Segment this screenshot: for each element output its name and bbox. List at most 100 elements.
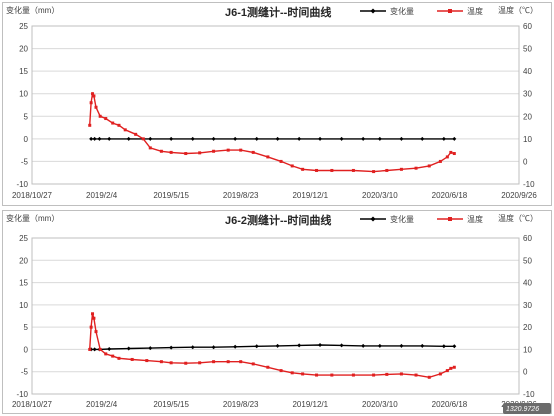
data-point-temperature — [351, 373, 355, 377]
plot-area — [31, 237, 520, 395]
data-point-displacement — [190, 136, 195, 141]
y-tick-label: 15 — [19, 279, 28, 288]
data-point-displacement — [169, 136, 174, 141]
data-point-displacement — [361, 343, 366, 348]
data-point-temperature — [89, 101, 93, 105]
legend-marker-displacement — [370, 216, 376, 222]
data-point-displacement — [126, 136, 131, 141]
x-tick-label: 2020/3/10 — [362, 191, 398, 200]
data-point-temperature — [266, 365, 270, 369]
x-tick-label: 2019/2/4 — [86, 191, 118, 200]
data-point-temperature — [330, 168, 334, 172]
panel-frame — [2, 2, 552, 206]
data-point-displacement — [92, 136, 97, 141]
y2-tick-label: -10 — [523, 180, 535, 189]
y-tick-label: 0 — [24, 345, 29, 354]
data-point-temperature — [159, 149, 163, 153]
data-point-temperature — [279, 159, 283, 163]
data-point-displacement — [441, 136, 446, 141]
x-tick-label: 2018/10/27 — [12, 400, 53, 409]
data-point-temperature — [239, 360, 243, 364]
data-point-temperature — [385, 168, 389, 172]
data-point-temperature — [301, 372, 305, 376]
data-point-temperature — [169, 150, 173, 154]
y-tick-label: 20 — [19, 45, 28, 54]
legend-entry-temperature: 温度 — [437, 214, 483, 224]
data-point-temperature — [279, 369, 283, 373]
data-point-temperature — [239, 148, 243, 152]
data-point-displacement — [254, 344, 259, 349]
data-point-displacement — [148, 346, 153, 351]
x-tick-label: 2020/6/18 — [432, 191, 468, 200]
legend-label-temperature: 温度 — [467, 214, 483, 224]
x-tick-labels: 2018/10/27 2019/2/4 2019/5/15 2019/8/23 2019… — [12, 191, 537, 200]
legend-entry-displacement: 变化量 — [360, 6, 414, 16]
data-point-displacement — [275, 343, 280, 348]
chart-panel-j6-2: -10 -5 0 5 10 15 20 25 -10 0 10 20 30 40 50 60 2018/10… — [2, 210, 552, 414]
data-point-temperature — [372, 373, 376, 377]
data-point-displacement — [318, 136, 323, 141]
data-point-temperature — [452, 152, 456, 156]
x-tick-label: 2018/10/27 — [12, 191, 53, 200]
data-point-displacement — [339, 343, 344, 348]
data-point-displacement — [361, 136, 366, 141]
data-point-temperature — [184, 152, 188, 156]
y2-tick-label: 10 — [523, 345, 532, 354]
data-point-temperature — [92, 94, 96, 98]
data-point-temperature — [414, 373, 418, 377]
data-point-temperature — [212, 360, 216, 364]
data-point-temperature — [301, 167, 305, 171]
y2-tick-label: -10 — [523, 390, 535, 399]
data-point-temperature — [130, 357, 134, 361]
data-point-displacement — [420, 136, 425, 141]
data-point-temperature — [226, 148, 230, 152]
chart-title: J6-2测缝计--时间曲线 — [225, 213, 331, 227]
data-point-temperature — [111, 354, 115, 358]
x-tick-label: 2019/2/4 — [86, 400, 118, 409]
y-tick-label: -10 — [16, 180, 28, 189]
data-point-displacement — [233, 344, 238, 349]
chart-panel-j6-1: -10 -5 0 5 10 15 20 25 -10 0 10 20 30 40 50 60 2018/10… — [2, 2, 552, 206]
y2-tick-label: 30 — [523, 301, 532, 310]
data-point-temperature — [399, 372, 403, 376]
watermark-background — [503, 403, 551, 414]
left-axis-unit: 变化量（mm） — [6, 5, 59, 15]
y-tick-labels: -10 -5 0 5 10 15 20 25 — [16, 22, 28, 189]
series-lines — [88, 91, 457, 174]
data-point-displacement — [107, 136, 112, 141]
data-point-temperature — [148, 146, 152, 150]
data-point-temperature — [145, 359, 149, 363]
y-tick-label: 25 — [19, 234, 28, 243]
data-point-temperature — [117, 123, 121, 127]
data-point-temperature — [212, 149, 216, 153]
y2-tick-label: 20 — [523, 323, 532, 332]
legend-label-temperature: 温度 — [467, 6, 483, 16]
data-point-temperature — [91, 92, 95, 96]
data-point-temperature — [351, 168, 355, 172]
y2-tick-label: 30 — [523, 90, 532, 99]
data-point-temperature — [414, 166, 418, 170]
x-tick-label: 2019/12/1 — [292, 400, 328, 409]
data-point-displacement — [420, 343, 425, 348]
x-tick-label: 2019/8/23 — [223, 400, 259, 409]
data-point-temperature — [94, 330, 98, 334]
data-point-temperature — [198, 361, 202, 365]
y2-tick-label: 10 — [523, 135, 532, 144]
data-point-temperature — [226, 360, 230, 364]
data-point-temperature — [399, 167, 403, 171]
data-point-displacement — [452, 136, 457, 141]
grid-lines — [31, 237, 520, 395]
x-tick-label: 2020/3/10 — [362, 400, 398, 409]
data-point-temperature — [385, 372, 389, 376]
panel-frame — [2, 210, 552, 414]
data-point-displacement — [126, 346, 131, 351]
data-point-displacement — [377, 136, 382, 141]
y2-tick-label: 40 — [523, 279, 532, 288]
legend-entry-temperature: 温度 — [437, 6, 483, 16]
data-point-temperature — [141, 137, 145, 141]
y-tick-label: 0 — [24, 135, 29, 144]
data-point-temperature — [94, 105, 98, 109]
watermark-text: 1320.9726 — [506, 406, 539, 413]
data-point-displacement — [169, 345, 174, 350]
left-axis-unit: 变化量（mm） — [6, 213, 59, 223]
